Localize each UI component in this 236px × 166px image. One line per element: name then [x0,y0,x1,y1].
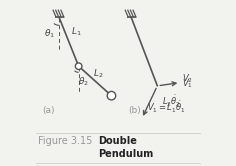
Text: $\theta_1$: $\theta_1$ [44,27,55,40]
Text: $V_1 = L_1\dot{\theta}_1$: $V_1 = L_1\dot{\theta}_1$ [147,100,186,115]
Text: $L_2$: $L_2$ [93,67,104,80]
Text: $L_2\dot{\theta}_2$: $L_2\dot{\theta}_2$ [162,94,181,109]
Text: Figure 3.15: Figure 3.15 [38,136,92,146]
Circle shape [75,63,82,70]
Text: (b): (b) [129,106,141,115]
Text: $\theta_2$: $\theta_2$ [78,76,89,88]
Text: Double
Pendulum: Double Pendulum [98,136,154,159]
Text: $L_1$: $L_1$ [71,26,82,38]
Circle shape [107,91,116,100]
Text: $V_2$: $V_2$ [182,73,193,85]
Text: $V_1$: $V_1$ [182,78,193,90]
Text: (a): (a) [42,106,55,115]
